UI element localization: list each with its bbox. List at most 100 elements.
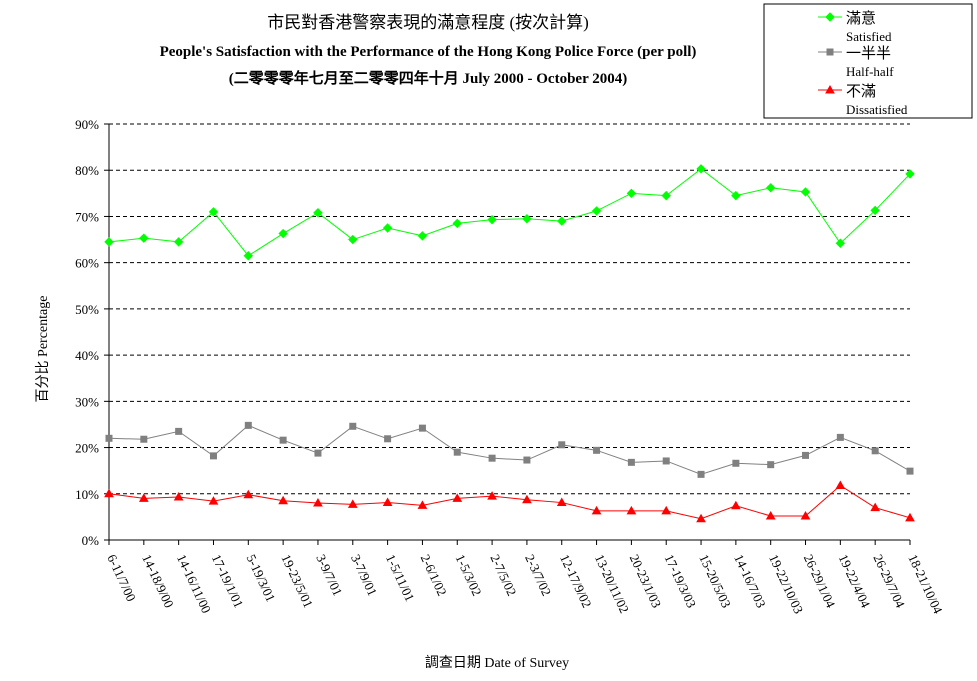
series-line: [108, 168, 911, 257]
legend-swatch-marker: [825, 84, 835, 94]
data-point: [278, 228, 288, 239]
x-tick-label: 19-23/5/01: [278, 552, 316, 610]
data-point: [487, 491, 497, 500]
data-point: [104, 488, 114, 498]
data-point: [384, 435, 392, 443]
data-point: [139, 233, 149, 243]
data-point: [696, 513, 706, 523]
x-tick-label: 2-6/1/02: [418, 552, 450, 598]
legend-label-en: Half-half: [846, 64, 894, 79]
data-point: [593, 446, 601, 454]
data-point: [208, 207, 219, 217]
data-point: [104, 237, 114, 247]
x-tick-label: 26-29/7/04: [870, 552, 908, 610]
data-point: [208, 496, 219, 505]
x-tick-label: 15-20/5/03: [696, 552, 734, 610]
data-point: [661, 505, 672, 515]
chart-title: 市民對香港警察表現的滿意程度 (按次計算) People's Satisfact…: [160, 13, 697, 87]
data-point: [522, 494, 532, 504]
y-axis-title: 百分比 Percentage: [35, 296, 51, 403]
data-point: [800, 510, 811, 520]
data-point: [731, 190, 741, 201]
data-point: [556, 497, 567, 507]
data-point: [487, 214, 497, 225]
data-point: [278, 495, 288, 505]
grid: [109, 123, 910, 495]
data-point: [835, 480, 846, 489]
y-tick-label: 70%: [75, 209, 99, 224]
data-point: [382, 223, 393, 233]
x-tick-label: 5-19/3/01: [244, 552, 279, 604]
data-point: [800, 187, 811, 197]
data-point: [870, 205, 880, 216]
x-tick-label: 19-22/10/03: [766, 552, 806, 616]
y-tick-label: 50%: [75, 302, 99, 317]
data-point: [173, 492, 184, 501]
data-point: [906, 467, 914, 475]
series-satisfied: [104, 164, 915, 261]
x-tick-label: 2-7/5/02: [487, 552, 519, 598]
data-point: [835, 238, 846, 248]
data-point: [836, 433, 844, 441]
series-line: [108, 424, 911, 475]
x-tick-label: 14-16/11/00: [174, 552, 214, 616]
data-point: [452, 493, 463, 502]
data-point: [347, 499, 358, 508]
data-point: [523, 456, 531, 464]
data-point: [557, 216, 567, 226]
data-point: [244, 421, 252, 429]
x-tick-label: 13-20/11/02: [592, 552, 632, 616]
data-point: [209, 452, 217, 460]
data-point: [661, 190, 671, 201]
legend-label-en: Satisfied: [846, 29, 892, 44]
data-point: [175, 427, 183, 435]
x-tick-label: 14-16/7/03: [731, 552, 769, 610]
data-point: [558, 441, 566, 449]
data-point: [731, 500, 741, 510]
data-point: [626, 505, 637, 515]
data-point: [802, 451, 810, 459]
data-point: [348, 234, 358, 245]
y-tick-label: 80%: [75, 163, 99, 178]
data-point: [488, 454, 496, 462]
x-tick-label: 1-5/11/01: [383, 552, 418, 604]
x-tick-label: 3-9/7/01: [313, 552, 345, 598]
data-point: [349, 422, 357, 430]
data-point: [452, 218, 462, 229]
x-tick-labels: 6-11/7/00 14-18/9/0014-16/11/0017-19/1/01…: [104, 552, 946, 616]
legend-swatch-marker: [826, 48, 834, 56]
y-tick-label: 10%: [75, 487, 99, 502]
data-point: [767, 461, 775, 469]
data-point: [279, 436, 287, 444]
data-point: [105, 434, 113, 442]
data-point: [662, 457, 670, 465]
data-point: [591, 206, 602, 216]
legend-label-zh: 不滿: [846, 83, 876, 100]
chart-title-line-3: (二零零零年七月至二零零四年十月 July 2000 - October 200…: [229, 69, 627, 87]
x-axis-title: 調查日期 Date of Survey: [425, 655, 569, 671]
series-line: [108, 484, 911, 520]
y-tick-label: 40%: [75, 348, 99, 363]
data-point: [314, 449, 322, 457]
data-point: [382, 497, 393, 507]
x-tick-label: 3-7/9/01: [348, 552, 380, 598]
legend-swatch-marker: [825, 12, 835, 22]
data-point: [905, 512, 915, 522]
x-tick-label: 6-11/7/00: [104, 552, 139, 604]
data-point: [591, 505, 602, 515]
chart-title-line-2: People's Satisfaction with the Performan…: [160, 44, 697, 60]
data-point: [313, 498, 323, 507]
x-tick-label: 12-17/9/02: [557, 552, 595, 610]
y-tick-label: 30%: [75, 394, 99, 409]
x-tick-label: 2-3/7/02: [522, 552, 554, 598]
x-tick-label: 17-19/3/03: [661, 552, 699, 610]
data-point: [313, 208, 323, 218]
y-tick-label: 60%: [75, 256, 99, 271]
legend-label-en: Dissatisfied: [846, 102, 908, 117]
data-point: [418, 424, 426, 432]
data-point: [871, 447, 879, 455]
legend-entry: 一半半 Half-half: [818, 45, 894, 79]
y-tick-label: 20%: [75, 441, 99, 456]
